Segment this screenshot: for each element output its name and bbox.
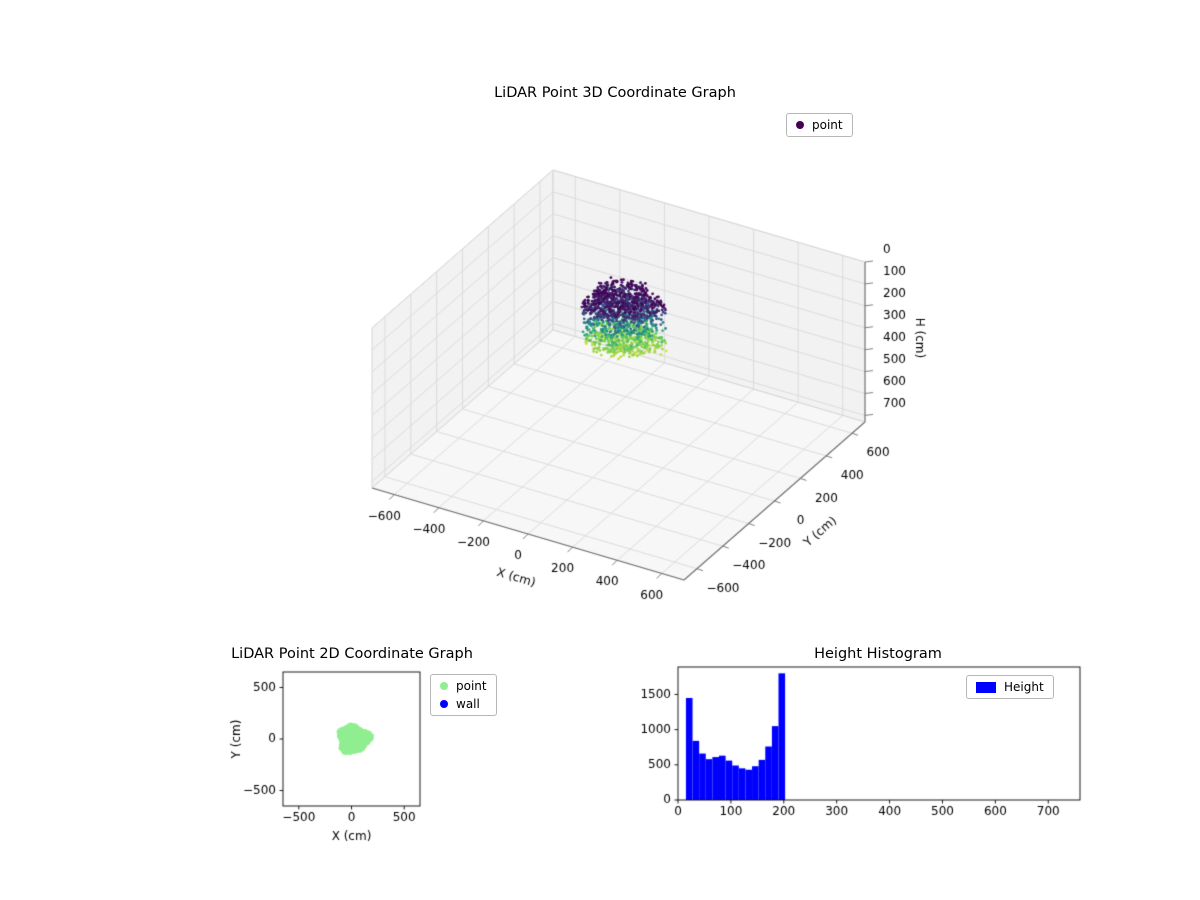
height-swatch-icon (976, 681, 996, 693)
legend-3d: point (786, 113, 853, 137)
legend-label-height: Height (1004, 680, 1044, 694)
legend-label-point-2d: point (456, 679, 487, 693)
point-marker-icon (796, 121, 804, 129)
legend-item-point-3d: point (796, 118, 843, 132)
legend-histogram: Height (966, 675, 1054, 699)
legend-2d: point wall (430, 674, 497, 716)
wall-marker-icon (440, 700, 448, 708)
legend-item-wall-2d: wall (440, 697, 487, 711)
legend-item-point-2d: point (440, 679, 487, 693)
legend-item-height: Height (976, 680, 1044, 694)
scatter2d-canvas (220, 636, 540, 876)
point-marker-icon (440, 682, 448, 690)
histogram-canvas (630, 636, 1100, 876)
scatter3d-canvas (300, 80, 960, 640)
legend-label-wall-2d: wall (456, 697, 480, 711)
legend-label-point-3d: point (812, 118, 843, 132)
